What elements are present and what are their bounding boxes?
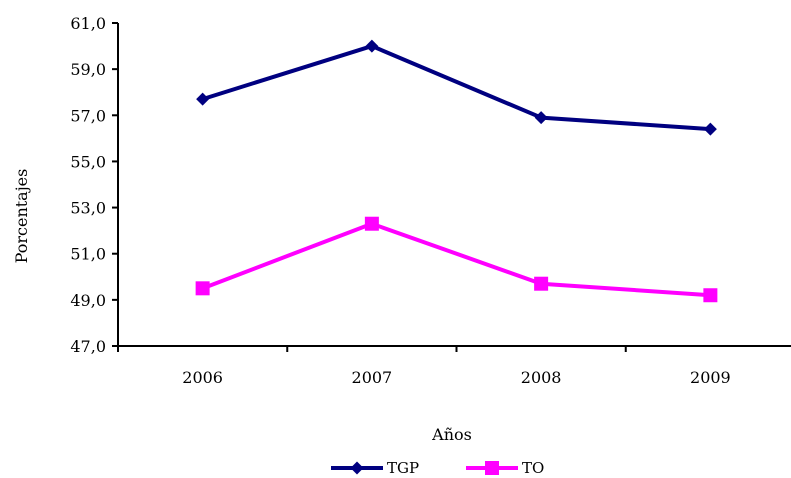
series-tgp-point (365, 39, 379, 53)
x-axis-title: Años (431, 425, 472, 444)
series-tgp-point (703, 122, 717, 136)
x-axis: 2006 2007 2008 2009 (117, 345, 791, 387)
y-axis-title: Porcentajes (12, 169, 31, 264)
legend: TGP TO (331, 459, 544, 477)
x-tick-label: 2007 (352, 368, 393, 387)
y-tick-label: 53,0 (70, 199, 106, 218)
y-tick-label: 51,0 (70, 245, 106, 264)
y-tick-label: 49,0 (70, 291, 106, 310)
legend-item-tgp: TGP (331, 459, 419, 477)
x-tick-label: 2006 (182, 368, 223, 387)
legend-item-to: TO (466, 459, 544, 477)
y-tick-label: 57,0 (70, 106, 106, 125)
series-tgp-point (196, 92, 210, 106)
legend-label-tgp: TGP (387, 459, 419, 477)
x-tick-label: 2008 (521, 368, 562, 387)
series-to-point (195, 281, 210, 296)
legend-label-to: TO (522, 459, 544, 477)
x-tick-label: 2009 (690, 368, 731, 387)
series-tgp-line (202, 44, 711, 132)
y-tick-label: 55,0 (70, 152, 106, 171)
series-to-line (201, 221, 711, 298)
series-tgp (196, 39, 717, 136)
series-layer (195, 39, 718, 303)
series-to-point (703, 288, 718, 303)
series-to-point (364, 216, 379, 231)
series-tgp-point (534, 111, 548, 125)
series-to-point (534, 276, 549, 291)
legend-marker-tgp (350, 461, 364, 475)
legend-marker-to (485, 461, 499, 475)
y-tick-label: 59,0 (70, 60, 106, 79)
series-to (195, 216, 718, 303)
y-axis: 47,0 49,0 51,0 53,0 55,0 57,0 59,0 61,0 (70, 14, 119, 356)
y-tick-label: 47,0 (70, 337, 106, 356)
y-tick-label: 61,0 (70, 14, 106, 33)
